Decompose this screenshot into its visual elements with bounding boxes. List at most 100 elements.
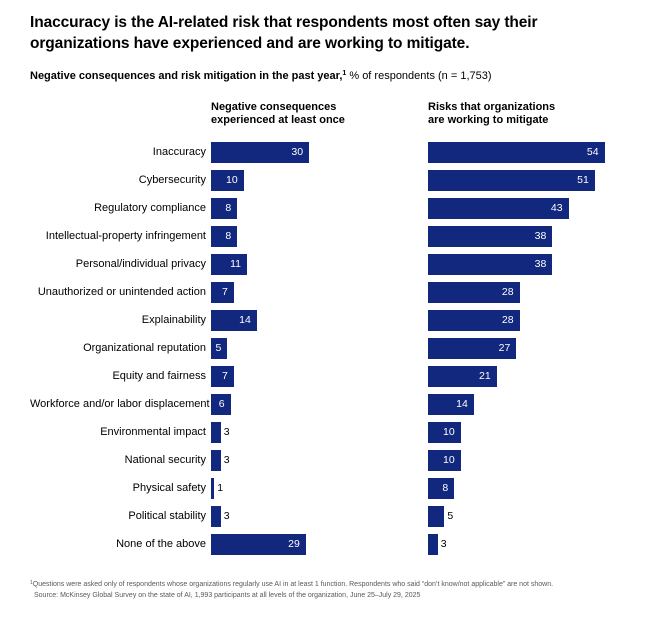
- bar-value-label: 3: [223, 510, 230, 522]
- track-risk-mitigation: 10: [428, 421, 642, 443]
- category-label: Personal/individual privacy: [75, 258, 206, 270]
- chart-row: Explainability 14 28: [30, 306, 642, 334]
- chart-row: Workforce and/or labor displacement 6 14: [30, 390, 642, 418]
- bar-negative-consequences: 14: [211, 309, 257, 331]
- chart-row: Equity and fairness 7 21: [30, 362, 642, 390]
- bar-value-label: 21: [479, 370, 491, 382]
- subtitle-bold: Negative consequences and risk mitigatio…: [30, 70, 343, 82]
- track-risk-mitigation: 3: [428, 533, 642, 555]
- bar-risk-mitigation: [428, 533, 438, 555]
- bar-risk-mitigation: 8: [428, 477, 455, 499]
- bar-risk-mitigation: 10: [428, 421, 461, 443]
- column-headers: Negative consequences experienced at lea…: [30, 101, 642, 127]
- track-risk-mitigation: 43: [428, 197, 642, 219]
- bar-value-label: 30: [291, 146, 304, 158]
- exhibit-subtitle: Negative consequences and risk mitigatio…: [30, 70, 642, 84]
- chart-row: Intellectual-property infringement 8 38: [30, 222, 642, 250]
- bar-value-label: 10: [443, 454, 455, 466]
- track-negative-consequences: 8: [211, 225, 428, 247]
- bar-negative-consequences: 11: [211, 253, 247, 275]
- bar-value-label: 8: [225, 230, 232, 242]
- track-risk-mitigation: 21: [428, 365, 642, 387]
- chart-row: Physical safety 1 8: [30, 474, 642, 502]
- bar-negative-consequences: 7: [211, 365, 234, 387]
- track-negative-consequences: 3: [211, 505, 428, 527]
- bar-negative-consequences: 29: [211, 533, 306, 555]
- category-label: Unauthorized or unintended action: [37, 286, 206, 298]
- bar-value-label: 43: [550, 202, 563, 214]
- chart-row: Political stability 3 5: [30, 502, 642, 530]
- bar-value-label: 27: [498, 342, 511, 354]
- source-line: Source: McKinsey Global Survey on the st…: [34, 591, 421, 599]
- bar-value-label: 3: [440, 538, 447, 550]
- category-label: Political stability: [128, 510, 206, 522]
- bar-risk-mitigation: 38: [428, 225, 553, 247]
- bar-risk-mitigation: 28: [428, 281, 520, 303]
- bar-negative-consequences: 7: [211, 281, 234, 303]
- bar-risk-mitigation: 38: [428, 253, 553, 275]
- bar-value-label: 54: [586, 146, 599, 158]
- exhibit: Inaccuracy is the AI-related risk that r…: [30, 14, 642, 600]
- track-risk-mitigation: 10: [428, 449, 642, 471]
- bar-value-label: 5: [447, 510, 454, 522]
- footnote-marker: 1: [30, 580, 33, 586]
- track-negative-consequences: 7: [211, 365, 428, 387]
- category-label: Explainability: [141, 314, 206, 326]
- category-label: Inaccuracy: [152, 146, 206, 158]
- track-negative-consequences: 14: [211, 309, 428, 331]
- chart-row: Organizational reputation 5 27: [30, 334, 642, 362]
- bar-value-label: 6: [218, 398, 225, 410]
- bar-value-label: 1: [217, 482, 224, 494]
- bar-negative-consequences: 30: [211, 141, 310, 163]
- track-risk-mitigation: 28: [428, 281, 642, 303]
- bar-negative-consequences: [211, 477, 215, 499]
- category-label: Equity and fairness: [112, 370, 206, 382]
- track-negative-consequences: 3: [211, 449, 428, 471]
- chart-row: None of the above 29 3: [30, 530, 642, 558]
- bar-value-label: 51: [577, 174, 589, 186]
- bar-value-label: 7: [222, 370, 228, 382]
- track-negative-consequences: 3: [211, 421, 428, 443]
- category-label: Workforce and/or labor displacement: [30, 398, 210, 410]
- category-label: Physical safety: [132, 482, 206, 494]
- chart-row: Cybersecurity 10 51: [30, 166, 642, 194]
- bar-risk-mitigation: [428, 505, 445, 527]
- track-negative-consequences: 8: [211, 197, 428, 219]
- track-risk-mitigation: 5: [428, 505, 642, 527]
- track-negative-consequences: 5: [211, 337, 428, 359]
- track-risk-mitigation: 51: [428, 169, 642, 191]
- right-column-header: Risks that organizations are working to …: [428, 101, 556, 126]
- track-risk-mitigation: 28: [428, 309, 642, 331]
- chart-row: Regulatory compliance 8 43: [30, 194, 642, 222]
- bar-risk-mitigation: 28: [428, 309, 520, 331]
- category-label: Organizational reputation: [83, 342, 206, 354]
- header-spacer: [30, 101, 211, 127]
- track-negative-consequences: 11: [211, 253, 428, 275]
- chart-rows: Inaccuracy 30 54 Cybersecurity 10 51 Regulator…: [30, 138, 642, 558]
- chart-row: Inaccuracy 30 54: [30, 138, 642, 166]
- bar-negative-consequences: 6: [211, 393, 231, 415]
- bar-negative-consequences: 8: [211, 197, 238, 219]
- bar-risk-mitigation: 43: [428, 197, 569, 219]
- track-negative-consequences: 7: [211, 281, 428, 303]
- bar-negative-consequences: [211, 421, 221, 443]
- footnote: 1Questions were asked only of respondent…: [30, 580, 642, 600]
- bar-value-label: 10: [443, 426, 455, 438]
- bar-negative-consequences: [211, 505, 221, 527]
- track-negative-consequences: 29: [211, 533, 428, 555]
- track-risk-mitigation: 38: [428, 225, 642, 247]
- track-risk-mitigation: 54: [428, 141, 642, 163]
- chart-row: Unauthorized or unintended action 7 28: [30, 278, 642, 306]
- bar-risk-mitigation: 54: [428, 141, 605, 163]
- bar-value-label: 5: [215, 342, 222, 354]
- bar-value-label: 3: [223, 426, 230, 438]
- bar-value-label: 8: [225, 202, 232, 214]
- category-label: Environmental impact: [100, 426, 206, 438]
- bar-negative-consequences: 5: [211, 337, 228, 359]
- exhibit-title: Inaccuracy is the AI-related risk that r…: [30, 14, 538, 52]
- track-negative-consequences: 1: [211, 477, 428, 499]
- track-risk-mitigation: 27: [428, 337, 642, 359]
- bar-value-label: 7: [222, 286, 228, 298]
- track-negative-consequences: 6: [211, 393, 428, 415]
- track-negative-consequences: 30: [211, 141, 428, 163]
